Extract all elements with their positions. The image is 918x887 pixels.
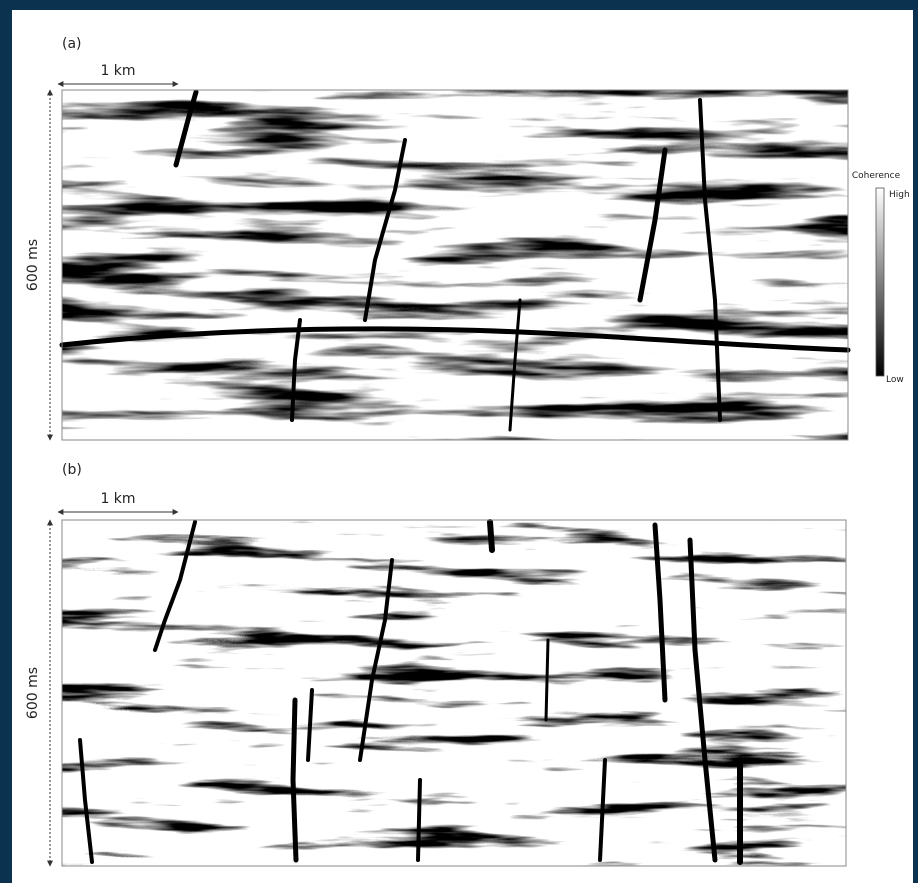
fault [290,697,299,863]
depth-label: 600 ms [25,239,41,291]
fault [652,522,668,703]
fault [358,558,394,762]
fault [78,738,94,864]
fault [698,98,722,422]
colorbar-low: Low [886,375,904,385]
fault [290,318,302,422]
colorbar-title: Coherence [852,171,901,181]
fault [508,298,522,432]
faults [78,519,743,865]
colorbar [875,187,885,377]
faults [59,89,851,432]
fault [487,519,495,553]
fault [687,537,718,863]
horizon [59,326,851,353]
seismic-image [59,89,851,441]
panel-label: (a) [62,36,82,52]
image-border [61,519,847,867]
fault [544,638,550,722]
fault [363,138,407,322]
image-border [61,89,849,441]
fault [637,147,668,303]
colorbar-high: High [889,190,910,200]
depth-label: 600 ms [25,667,41,719]
panel-label: (b) [62,462,82,478]
scale-label: 1 km [100,491,135,507]
fault [416,778,422,862]
scale-label: 1 km [100,63,135,79]
seismic-image [61,519,847,867]
fault [153,520,197,652]
fault [173,89,199,168]
fault [598,758,607,862]
coherence-texture [62,520,846,866]
fault [306,688,314,762]
